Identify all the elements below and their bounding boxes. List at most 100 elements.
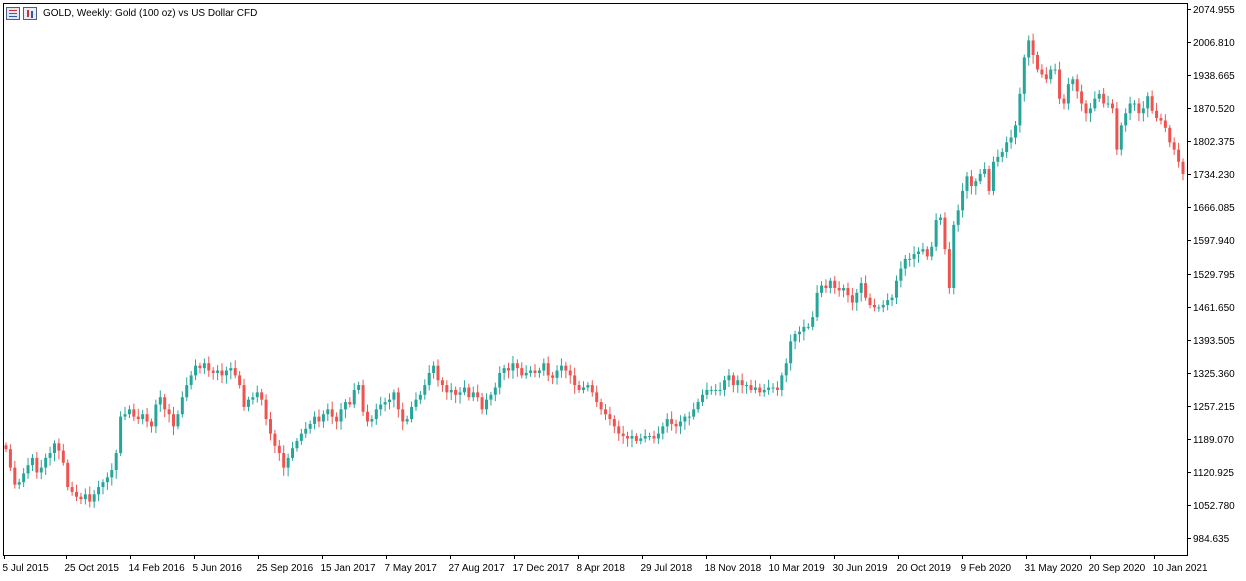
bear-candle bbox=[277, 445, 281, 454]
bear-candle bbox=[546, 363, 550, 376]
bull-candle bbox=[908, 258, 912, 260]
bull-candle bbox=[295, 440, 299, 449]
bear-candle bbox=[670, 419, 674, 424]
bull-candle bbox=[493, 387, 497, 395]
candle-chart-icon[interactable] bbox=[23, 6, 37, 20]
bull-candle bbox=[745, 385, 749, 387]
bull-candle bbox=[291, 448, 295, 458]
bear-candle bbox=[145, 414, 149, 422]
bull-candle bbox=[114, 453, 118, 471]
bull-candle bbox=[110, 470, 114, 478]
bull-candle bbox=[1071, 79, 1075, 85]
bear-candle bbox=[13, 467, 17, 485]
bull-candle bbox=[1106, 103, 1110, 105]
bull-candle bbox=[388, 399, 392, 403]
bear-candle bbox=[969, 176, 973, 187]
bear-candle bbox=[634, 436, 638, 441]
bear-candle bbox=[1075, 79, 1079, 92]
y-tick-label: 1120.925 bbox=[1193, 468, 1234, 479]
bull-candle bbox=[780, 375, 784, 390]
bull-candle bbox=[991, 161, 995, 191]
bear-candle bbox=[943, 217, 947, 250]
bull-candle bbox=[511, 363, 515, 371]
bull-candle bbox=[414, 399, 418, 407]
bull-candle bbox=[458, 392, 462, 395]
bull-candle bbox=[339, 409, 343, 422]
bull-candle bbox=[793, 334, 797, 342]
bear-candle bbox=[674, 423, 678, 427]
y-tick-label: 1052.780 bbox=[1193, 501, 1235, 512]
bull-candle bbox=[1022, 57, 1026, 94]
bull-candle bbox=[996, 156, 1000, 162]
y-tick-label: 1325.360 bbox=[1193, 369, 1235, 380]
bull-candle bbox=[930, 246, 934, 257]
bull-candle bbox=[581, 387, 585, 390]
bull-candle bbox=[462, 387, 466, 393]
bull-candle bbox=[705, 389, 709, 395]
bear-candle bbox=[595, 392, 599, 403]
bear-candle bbox=[57, 443, 61, 451]
bear-candle bbox=[824, 285, 828, 288]
x-tick-label: 31 May 2020 bbox=[1025, 563, 1083, 574]
bull-candle bbox=[502, 368, 506, 373]
bear-candle bbox=[317, 416, 321, 422]
bull-candle bbox=[524, 372, 528, 376]
x-tick-label: 15 Jan 2017 bbox=[321, 563, 376, 574]
bull-candle bbox=[542, 363, 546, 371]
bull-candle bbox=[828, 280, 832, 288]
plot-frame bbox=[3, 3, 1188, 556]
bear-candle bbox=[136, 416, 140, 420]
price-axis: 2074.955 2006.810 1938.665 1870.520 1802.375… bbox=[1187, 5, 1235, 545]
bear-candle bbox=[868, 297, 872, 305]
bull-candle bbox=[762, 389, 766, 393]
bull-candle bbox=[529, 370, 533, 373]
bull-candle bbox=[141, 414, 145, 420]
bear-candle bbox=[480, 397, 484, 410]
bear-candle bbox=[211, 370, 215, 373]
bear-candle bbox=[621, 433, 625, 437]
bull-candle bbox=[555, 370, 559, 378]
bull-candle bbox=[899, 268, 903, 281]
bear-candle bbox=[440, 380, 444, 386]
bull-candle bbox=[251, 397, 255, 400]
bear-candle bbox=[612, 419, 616, 427]
bull-candle bbox=[974, 181, 978, 187]
bear-candle bbox=[268, 419, 272, 434]
bear-candle bbox=[401, 409, 405, 422]
bear-candle bbox=[599, 402, 603, 410]
bull-candle bbox=[1000, 152, 1004, 157]
bull-candle bbox=[105, 477, 109, 483]
bull-candle bbox=[1009, 137, 1013, 143]
bull-candle bbox=[202, 363, 206, 369]
bear-candle bbox=[198, 365, 202, 369]
bull-candle bbox=[423, 385, 427, 395]
bear-candle bbox=[617, 426, 621, 434]
chart-header: GOLD, Weekly: Gold (100 oz) vs US Dollar… bbox=[6, 5, 257, 21]
bear-candle bbox=[273, 433, 277, 446]
chart-window-icon[interactable] bbox=[6, 6, 20, 20]
bear-candle bbox=[70, 487, 74, 492]
time-axis: 5 Jul 2015 25 Oct 2015 14 Feb 2016 5 Jun 20… bbox=[3, 555, 1208, 574]
bull-candle bbox=[811, 317, 815, 327]
bull-candle bbox=[370, 419, 374, 422]
bull-candle bbox=[1093, 98, 1097, 109]
bear-candle bbox=[775, 387, 779, 390]
bear-candle bbox=[167, 409, 171, 415]
bear-candle bbox=[515, 363, 519, 369]
bull-candle bbox=[1119, 125, 1123, 150]
bull-candle bbox=[586, 385, 590, 388]
bear-candle bbox=[361, 385, 365, 412]
bear-candle bbox=[1150, 96, 1154, 111]
x-tick-label: 8 Apr 2018 bbox=[577, 563, 626, 574]
bear-candle bbox=[149, 421, 153, 427]
bear-candle bbox=[207, 363, 211, 371]
bear-candle bbox=[163, 397, 167, 410]
bull-candle bbox=[956, 210, 960, 225]
bull-candle bbox=[952, 224, 956, 288]
bull-candle bbox=[692, 409, 696, 417]
bear-candle bbox=[1115, 108, 1119, 150]
bull-candle bbox=[789, 341, 793, 364]
bull-candle bbox=[246, 399, 250, 407]
bear-candle bbox=[348, 402, 352, 405]
bull-candle bbox=[427, 372, 431, 386]
